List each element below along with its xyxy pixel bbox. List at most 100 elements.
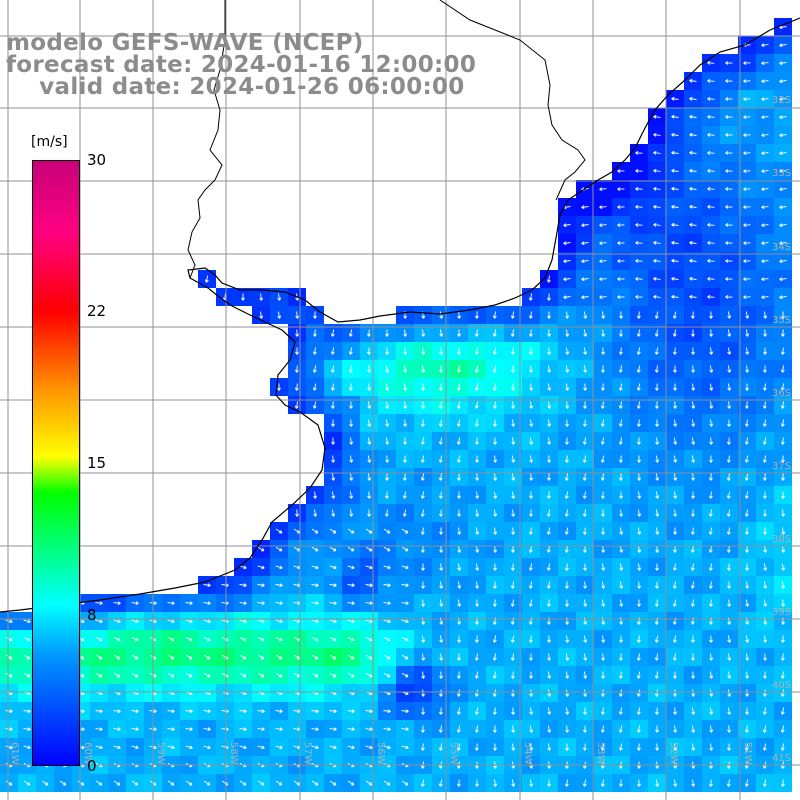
- wind-arrow: [761, 205, 769, 210]
- wind-arrow: [456, 707, 461, 715]
- wind-arrow: [546, 491, 551, 499]
- wind-arrow: [493, 725, 497, 733]
- wind-arrow: [365, 727, 373, 732]
- wind-arrow: [41, 780, 49, 786]
- wind-arrow: [655, 563, 659, 571]
- wind-arrow: [438, 707, 443, 715]
- wind-arrow: [689, 276, 697, 281]
- wind-arrow: [457, 473, 461, 481]
- wind-arrow: [421, 401, 425, 409]
- wind-arrow: [744, 725, 749, 733]
- wind-arrow: [311, 780, 319, 786]
- wind-arrow: [689, 132, 697, 137]
- wind-arrow: [547, 473, 551, 481]
- wind-arrow: [582, 527, 587, 535]
- wind-arrow: [383, 727, 391, 732]
- wind-arrow: [727, 689, 732, 697]
- wind-arrow: [672, 653, 677, 661]
- wind-arrow: [689, 150, 697, 155]
- wind-arrow: [493, 491, 498, 499]
- coast-line: [0, 17, 800, 613]
- wind-arrow: [131, 727, 139, 732]
- wind-arrow: [510, 311, 515, 319]
- wind-arrow: [618, 365, 623, 373]
- wind-arrow: [745, 329, 750, 337]
- wind-arrow: [727, 329, 732, 337]
- wind-arrow: [439, 365, 443, 373]
- wind-arrow: [23, 672, 31, 678]
- wind-arrow: [492, 707, 497, 715]
- wind-arrow: [563, 241, 571, 246]
- longitude-labels: 61W 60W 59W 58W 57W 56W 55W 54W 53W 52W 51W: [9, 742, 753, 765]
- wind-arrow: [636, 347, 641, 355]
- wind-arrow: [709, 311, 713, 319]
- wind-arrow: [601, 509, 605, 517]
- wind-arrow: [421, 383, 426, 391]
- wind-arrow: [618, 671, 623, 679]
- wind-arrow: [312, 347, 317, 355]
- wind-arrow: [671, 294, 679, 299]
- wind-arrow: [563, 295, 571, 300]
- wind-arrow: [493, 473, 498, 481]
- wind-arrow: [529, 653, 533, 661]
- wind-arrow: [349, 401, 353, 409]
- wind-arrow: [365, 546, 373, 552]
- latitude-labels: 32S 33S 34S 35S 36S 37S 38S 39S 40S 41S: [772, 95, 791, 764]
- wind-arrow: [546, 275, 551, 283]
- wind-arrow: [311, 619, 319, 624]
- wind-arrow: [511, 419, 516, 427]
- wind-arrow: [511, 383, 515, 391]
- wind-arrow: [439, 671, 443, 679]
- wind-arrow: [492, 671, 497, 679]
- wind-arrow: [403, 383, 408, 391]
- wind-arrow: [725, 259, 733, 263]
- wind-arrow: [582, 743, 587, 751]
- wind-arrow: [528, 635, 533, 643]
- wind-arrow: [295, 509, 299, 517]
- wind-arrow: [672, 599, 677, 607]
- wind-arrow: [185, 654, 193, 660]
- wind-arrow: [510, 563, 515, 571]
- wind-arrow: [779, 259, 787, 264]
- wind-arrow: [257, 601, 265, 606]
- colorbar-tick-15: 15: [87, 454, 107, 472]
- wind-arrow: [277, 311, 282, 319]
- wind-arrow: [312, 401, 317, 409]
- wind-arrow: [421, 725, 425, 733]
- wind-arrow: [709, 671, 714, 679]
- wind-arrow: [510, 581, 515, 589]
- wind-arrow: [347, 528, 355, 534]
- wind-arrow: [529, 509, 533, 517]
- wind-arrow: [313, 509, 318, 517]
- wind-arrow: [401, 546, 409, 552]
- wind-arrow: [600, 743, 605, 751]
- wind-arrow: [654, 311, 659, 319]
- wind-arrow: [709, 725, 714, 733]
- wind-arrow: [510, 347, 515, 355]
- wind-arrow: [761, 223, 769, 228]
- wind-arrow: [600, 491, 605, 499]
- wind-arrow: [691, 419, 696, 427]
- wind-arrow: [600, 779, 605, 787]
- wind-arrow: [653, 294, 661, 299]
- wind-arrow: [727, 311, 732, 319]
- wind-arrow: [637, 509, 642, 517]
- wind-arrow: [438, 743, 443, 751]
- wind-arrow: [779, 79, 787, 84]
- wind-arrow: [474, 401, 479, 409]
- wind-arrow: [618, 743, 623, 751]
- wind-arrow: [547, 437, 552, 445]
- wind-arrow: [761, 169, 769, 174]
- wind-arrow: [709, 689, 714, 697]
- wind-arrow: [637, 491, 642, 499]
- wind-arrow: [239, 637, 247, 642]
- wind-arrow: [510, 653, 515, 661]
- wind-arrow: [438, 455, 443, 463]
- wind-arrow: [275, 780, 283, 786]
- wind-arrow: [492, 689, 497, 697]
- wind-arrow: [367, 365, 371, 373]
- lat-label: 41S: [772, 753, 791, 764]
- wind-arrow: [456, 383, 461, 391]
- wind-arrow: [401, 565, 409, 570]
- lat-label: 34S: [772, 242, 791, 253]
